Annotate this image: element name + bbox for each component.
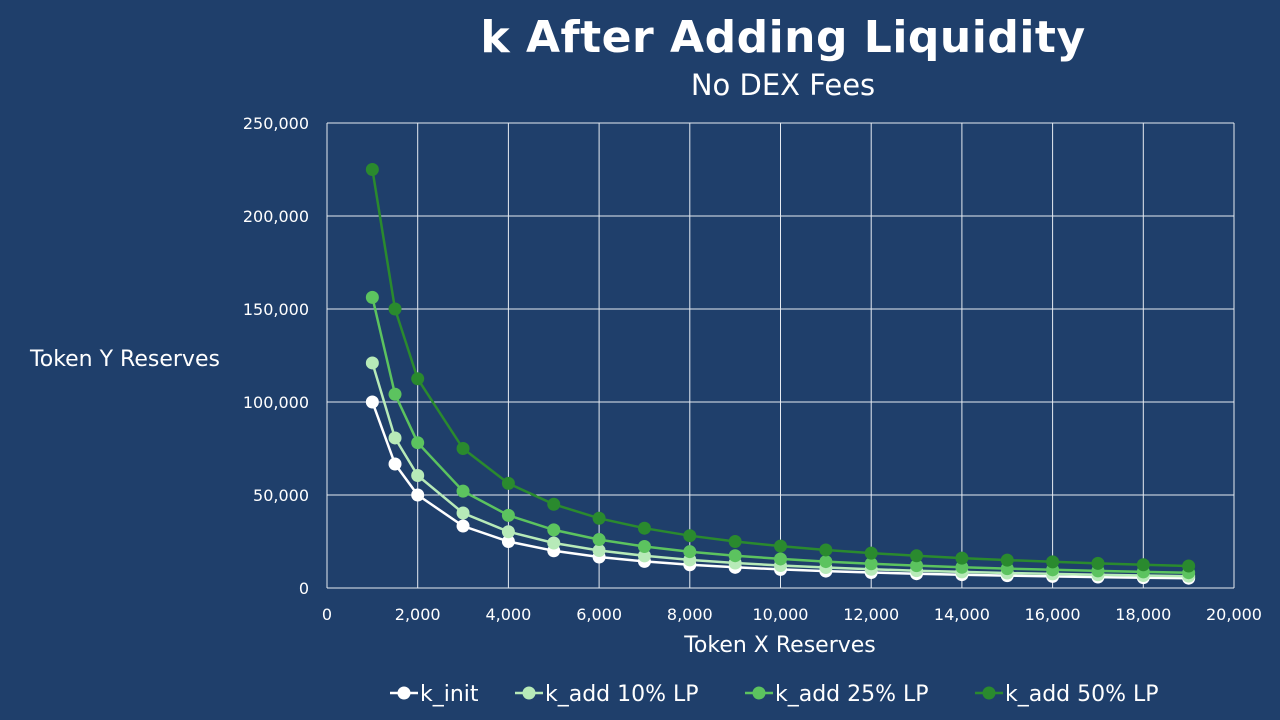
series-line [371,362,1189,578]
data-point [456,484,470,498]
legend-item: k_add 10% LP [515,682,699,707]
data-point [728,549,742,563]
data-point [456,506,470,520]
legend-label: k_add 50% LP [1005,682,1159,707]
legend-marker [397,686,411,700]
x-tick-label: 10,000 [753,605,809,624]
data-point [910,559,924,573]
x-tick-label: 16,000 [1025,605,1081,624]
y-tick-label: 0 [299,579,309,598]
legend-marker [752,686,766,700]
data-point [501,508,515,522]
x-tick-label: 2,000 [395,605,441,624]
y-tick-label: 50,000 [253,486,309,505]
series-4 [365,163,1196,573]
x-tick-label: 4,000 [485,605,531,624]
series-line [371,169,1189,568]
series-group [365,163,1196,585]
legend-item: k_add 25% LP [745,682,929,707]
data-point [1091,556,1105,570]
legend-label: k_init [420,682,479,707]
y-tick-label: 150,000 [243,300,309,319]
data-point [547,497,561,511]
data-point [411,468,425,482]
data-point [547,536,561,550]
data-point [456,442,470,455]
data-point [683,545,697,559]
series-line [371,297,1189,574]
data-point [365,163,379,176]
x-tick-label: 12,000 [843,605,899,624]
data-point [819,543,833,557]
y-tick-labels: 0 50,000 100,000 150,000 200,000 250,000 [243,114,309,598]
data-point [592,543,606,557]
y-axis-label: Token Y Reserves [29,347,220,372]
data-point [388,387,402,401]
data-point [819,555,833,569]
data-point [637,521,651,535]
data-point [1182,559,1196,573]
gridlines [326,122,1235,589]
data-point [1136,558,1150,572]
data-point [365,356,379,370]
series-line [371,401,1189,580]
data-point [1000,553,1014,567]
x-tick-labels: 0 2,000 4,000 6,000 8,000 10,000 12,000 14,000 1… [322,605,1262,624]
data-point [774,539,787,553]
legend-marker [522,686,536,700]
data-point [728,535,742,548]
data-point [501,535,515,548]
data-point [774,552,787,566]
x-tick-label: 8,000 [667,605,713,624]
data-point [411,372,425,386]
y-tick-label: 200,000 [243,207,309,226]
data-point [456,519,470,533]
x-axis-label: Token X Reserves [683,633,876,658]
x-tick-label: 6,000 [576,605,622,624]
data-point [388,302,402,316]
x-tick-label: 18,000 [1115,605,1171,624]
legend-marker [982,686,996,700]
data-point [864,557,878,571]
data-point [388,431,402,445]
data-point [637,539,651,553]
x-tick-label: 14,000 [934,605,990,624]
legend-item: k_add 50% LP [975,682,1159,707]
x-tick-label: 0 [322,605,332,624]
data-point [365,395,379,409]
data-point [910,549,924,563]
y-tick-label: 250,000 [243,114,309,133]
data-point [1046,555,1060,569]
data-point [637,549,651,563]
data-point [501,476,515,490]
x-tick-label: 20,000 [1206,605,1262,624]
chart-subtitle: No DEX Fees [690,68,876,102]
data-point [365,290,379,304]
data-point [592,511,606,525]
data-point [683,529,697,543]
data-point [592,533,606,547]
data-point [388,457,402,471]
legend-label: k_add 10% LP [545,682,699,707]
data-point [955,560,969,574]
data-point [547,523,561,537]
legend-item: k_init [390,682,479,707]
legend-label: k_add 25% LP [775,682,929,707]
data-point [411,436,425,450]
chart-title: k After Adding Liquidity [480,12,1086,63]
data-point [955,551,969,565]
legend: k_init k_add 10% LP k_add 25% LP k_add 50% … [390,682,1159,707]
data-point [501,525,515,539]
data-point [864,546,878,560]
y-tick-label: 100,000 [243,393,309,412]
data-point [411,488,425,502]
